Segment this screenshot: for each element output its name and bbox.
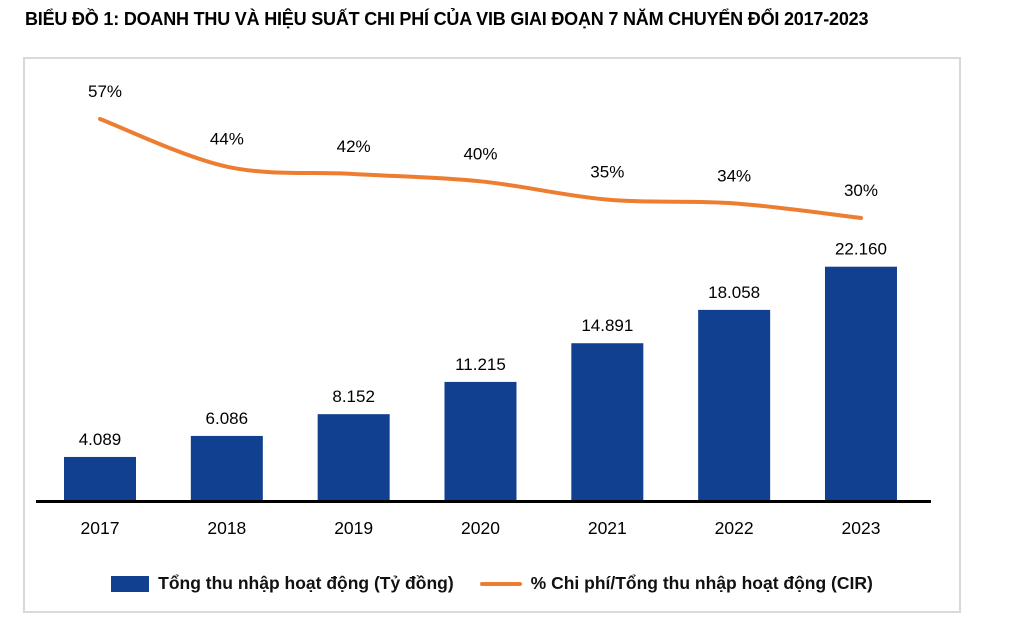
bar-2020 <box>444 381 517 500</box>
legend-label-revenue: Tổng thu nhập hoạt động (Tỷ đồng) <box>158 573 454 593</box>
cir-value-label-2017: 57% <box>88 82 122 101</box>
bar-value-label-2017: 4.089 <box>79 430 122 449</box>
bar-2022 <box>698 309 771 500</box>
bar-value-label-2022: 18.058 <box>708 283 760 302</box>
bar-series-swatch-icon <box>111 575 150 592</box>
cir-value-label-2019: 42% <box>337 137 371 156</box>
cir-value-label-2023: 30% <box>844 181 878 200</box>
bar-2021 <box>571 343 644 500</box>
line-series-swatch-icon <box>479 581 522 586</box>
chart-legend: Tổng thu nhập hoạt động (Tỷ đồng) % Chi … <box>25 573 959 594</box>
x-axis-tick-2019: 2019 <box>334 518 373 538</box>
bar-2023 <box>824 266 897 500</box>
legend-item-revenue: Tổng thu nhập hoạt động (Tỷ đồng) <box>111 573 454 594</box>
bar-2018 <box>190 435 263 500</box>
legend-label-cir: % Chi phí/Tổng thu nhập hoạt động (CIR) <box>530 573 873 593</box>
x-axis-tick-2020: 2020 <box>461 518 500 538</box>
bar-value-label-2023: 22.160 <box>835 240 887 259</box>
x-axis-tick-2022: 2022 <box>715 518 754 538</box>
cir-value-label-2018: 44% <box>210 130 244 149</box>
bar-value-label-2018: 6.086 <box>206 409 249 428</box>
x-axis-tick-2021: 2021 <box>588 518 627 538</box>
chart-frame: 4.089 2017 6.086 2018 8.152 2019 11.215 2020 14.… <box>23 57 961 613</box>
chart-title: BIỂU ĐỒ 1: DOANH THU VÀ HIỆU SUẤT CHI PH… <box>25 9 869 29</box>
bar-value-label-2021: 14.891 <box>581 316 633 335</box>
legend-item-cir: % Chi phí/Tổng thu nhập hoạt động (CIR) <box>479 573 873 594</box>
bar-value-label-2020: 11.215 <box>455 355 506 374</box>
bar-value-label-2019: 8.152 <box>332 387 375 406</box>
x-axis-tick-2017: 2017 <box>81 518 120 538</box>
x-axis-tick-2018: 2018 <box>207 518 246 538</box>
cir-value-label-2022: 34% <box>717 166 751 185</box>
cir-line <box>98 116 863 220</box>
cir-value-label-2021: 35% <box>590 163 624 182</box>
bar-2019 <box>317 414 390 500</box>
cir-value-label-2020: 40% <box>463 144 497 163</box>
bar-2017 <box>64 456 136 500</box>
x-axis-tick-2023: 2023 <box>842 518 881 538</box>
chart-canvas: 4.089 2017 6.086 2018 8.152 2019 11.215 2020 14.… <box>36 82 931 538</box>
